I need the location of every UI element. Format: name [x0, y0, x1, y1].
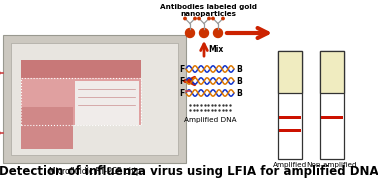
Circle shape: [194, 17, 196, 20]
Bar: [21, 60, 141, 78]
Circle shape: [200, 28, 209, 37]
Circle shape: [198, 17, 200, 20]
Bar: [279, 129, 301, 132]
Bar: [278, 51, 302, 93]
Bar: [21, 107, 73, 149]
Text: Amplified DNA: Amplified DNA: [184, 117, 236, 123]
Text: Mix: Mix: [208, 45, 223, 54]
Text: Microfluidic RT-PCR chip: Microfluidic RT-PCR chip: [49, 167, 140, 176]
Text: Detection of influenza virus using LFIA for amplified DNA: Detection of influenza virus using LFIA …: [0, 165, 378, 178]
Text: F: F: [179, 77, 184, 85]
Bar: [11, 43, 178, 155]
Text: B: B: [236, 89, 242, 98]
Text: Antibodies labeled gold: Antibodies labeled gold: [160, 4, 257, 10]
Text: B: B: [236, 77, 242, 85]
Text: Non-amplified: Non-amplified: [307, 162, 357, 168]
Circle shape: [214, 28, 223, 37]
Circle shape: [212, 17, 214, 20]
Bar: [21, 60, 141, 125]
Bar: [21, 78, 141, 125]
Text: F: F: [179, 89, 184, 98]
Text: B: B: [236, 64, 242, 73]
Text: nanoparticles: nanoparticles: [180, 11, 236, 17]
Bar: [3, 35, 186, 163]
Bar: [278, 51, 302, 159]
Bar: [279, 115, 301, 119]
Circle shape: [222, 17, 224, 20]
Circle shape: [208, 17, 210, 20]
Bar: [320, 51, 344, 93]
Bar: [320, 51, 344, 159]
Circle shape: [186, 28, 195, 37]
Text: Amplified: Amplified: [273, 162, 307, 168]
Bar: [75, 81, 139, 125]
Bar: [321, 115, 343, 119]
Circle shape: [184, 17, 186, 20]
Text: F: F: [179, 64, 184, 73]
